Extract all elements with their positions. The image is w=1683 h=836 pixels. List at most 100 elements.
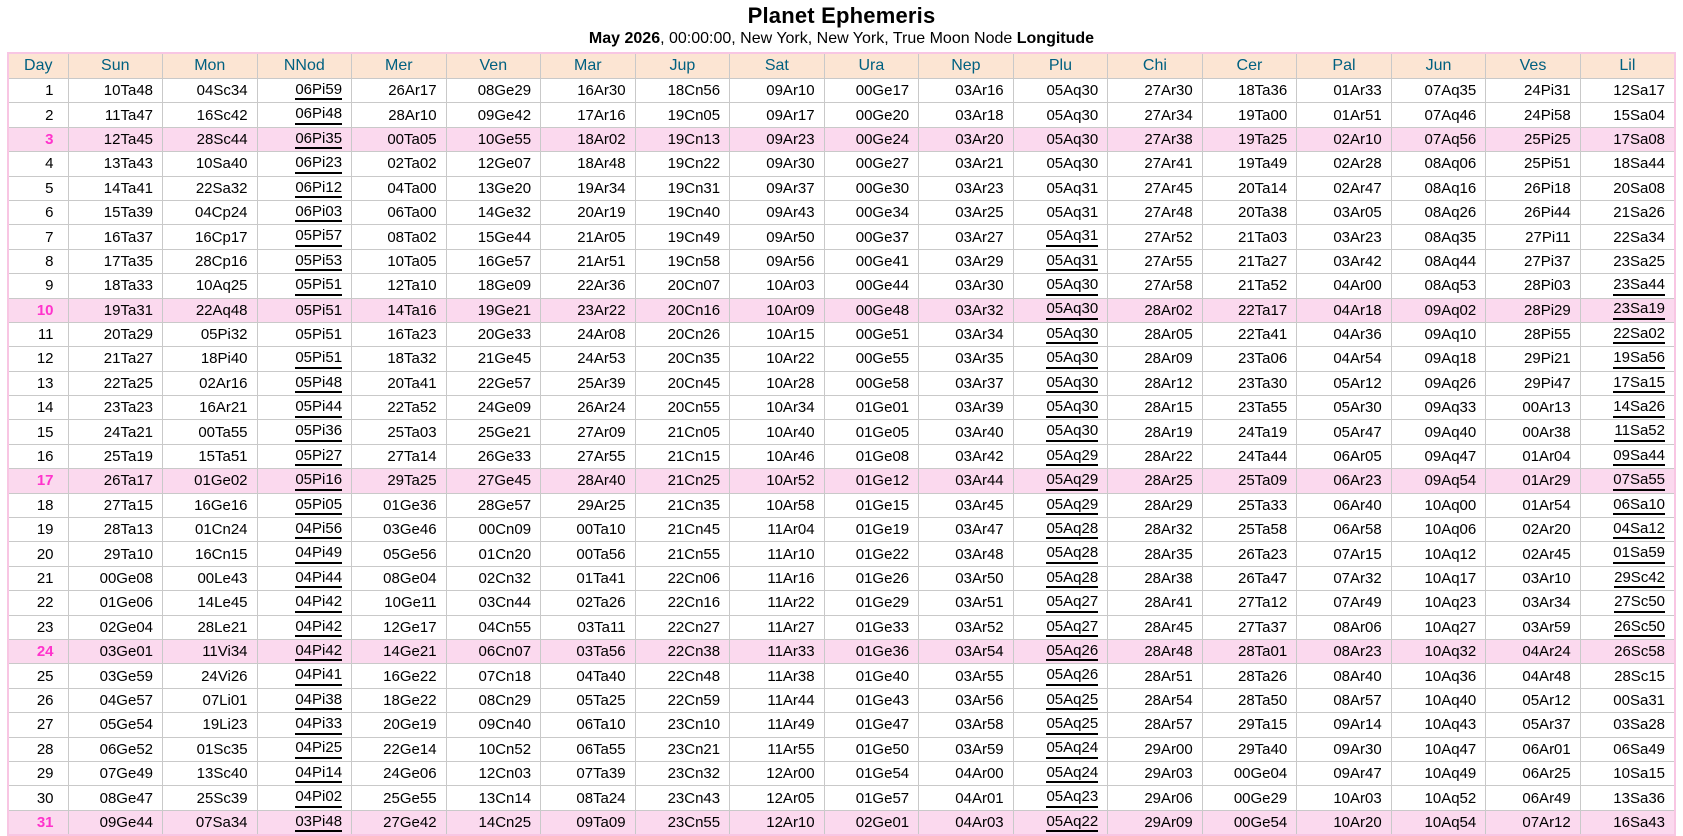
day-cell: 17 [7,468,69,494]
pal-cell: 01Ar51 [1296,102,1392,128]
sun-cell: 29Ta10 [67,541,164,567]
retrograde-value: 04Pi42 [295,594,343,613]
ephemeris-row: 12 21Ta27 18Pi40 05Pi51 18Ta32 21Ge45 24Ar53 20… [7,346,1676,372]
retrograde-value: 04Pi14 [295,764,343,784]
ves-cell: 04Ar48 [1485,663,1581,689]
jup-cell: 23Cn32 [634,760,731,787]
mon-cell: 05Pi32 [162,321,258,348]
retrograde-value: 04Pi25 [295,740,343,759]
retrograde-value: 17Sa15 [1613,374,1665,394]
jun-cell: 09Aq10 [1390,321,1487,348]
pal-cell: 08Ar57 [1296,687,1392,714]
sat-cell: 09Ar10 [729,77,825,104]
ephemeris-row: 31 09Ge44 07Sa34 03Pi48 27Ge42 14Cn25 09Ta09 23… [7,809,1676,836]
mon-cell: 16Cp17 [162,224,258,250]
jun-cell: 10Aq23 [1390,590,1487,616]
jup-cell: 20Cn35 [634,346,731,372]
mar-cell: 07Ta39 [540,760,636,787]
cer-cell: 18Ta36 [1201,77,1298,104]
mon-cell: 28Sc44 [162,126,258,153]
ura-cell: 01Ge43 [823,687,920,714]
nep-cell: 03Ar59 [918,736,1014,762]
cer-cell: 29Ta40 [1201,736,1298,762]
column-header-lil: Lil [1579,52,1676,79]
pal-cell: 08Ar40 [1296,663,1392,689]
mer-cell: 25Ta03 [351,419,447,445]
nnod-cell: 04Pi44 [256,565,353,592]
ura-cell: 00Ge37 [823,224,920,250]
jup-cell: 21Cn15 [634,443,731,470]
nnod-cell: 04Pi56 [256,517,353,543]
mer-cell: 02Ta02 [351,151,447,177]
nnod-cell: 05Pi44 [256,395,353,421]
nep-cell: 03Ar45 [918,492,1014,519]
lil-cell: 22Sa02 [1579,321,1676,348]
cer-cell: 24Ta44 [1201,443,1298,470]
mar-cell: 27Ar09 [540,419,636,445]
pal-cell: 08Ar23 [1296,638,1392,665]
sun-cell: 19Ta31 [67,297,164,323]
ves-cell: 02Ar20 [1485,517,1581,543]
jun-cell: 08Aq44 [1390,248,1487,275]
mer-cell: 08Ta02 [351,224,447,250]
column-header-day: Day [7,52,69,79]
mer-cell: 14Ge21 [351,638,447,665]
pal-cell: 05Ar30 [1296,395,1392,421]
ves-cell: 28Pi29 [1485,297,1581,323]
nnod-cell: 06Pi35 [256,126,353,153]
lil-cell: 01Sa59 [1579,541,1676,567]
mon-cell: 14Le45 [162,590,258,616]
retrograde-value: 05Aq28 [1046,520,1099,540]
mar-cell: 00Ta10 [540,517,636,543]
ven-cell: 25Ge21 [445,419,542,445]
ves-cell: 01Ar29 [1485,468,1581,494]
pal-cell: 07Ar15 [1296,541,1392,567]
nnod-cell: 05Pi36 [256,419,353,445]
ven-cell: 04Cn55 [445,614,542,640]
sun-cell: 26Ta17 [67,468,164,494]
ven-cell: 18Ge09 [445,273,542,299]
ura-cell: 00Ge17 [823,77,920,104]
mer-cell: 27Ge42 [351,809,447,836]
plu-cell: 05Aq24 [1012,736,1109,762]
lil-cell: 14Sa26 [1579,395,1676,421]
day-cell: 1 [7,77,69,104]
day-cell: 15 [7,419,69,445]
sun-cell: 08Ge47 [67,785,164,811]
ves-cell: 00Ar38 [1485,419,1581,445]
column-header-sun: Sun [67,52,164,79]
jun-cell: 10Aq00 [1390,492,1487,519]
jun-cell: 09Aq02 [1390,297,1487,323]
ves-cell: 29Pi21 [1485,346,1581,372]
nep-cell: 03Ar30 [918,273,1014,299]
nep-cell: 03Ar21 [918,151,1014,177]
nnod-cell: 03Pi48 [256,809,353,836]
ven-cell: 02Cn32 [445,565,542,592]
plu-cell: 05Aq30 [1012,77,1109,104]
retrograde-value: 05Aq30 [1046,277,1099,296]
ephemeris-row: 22 01Ge06 14Le45 04Pi42 10Ge11 03Cn44 02Ta26 22… [7,590,1676,616]
ura-cell: 01Ge26 [823,565,920,592]
retrograde-value: 05Pi05 [295,496,343,516]
lil-cell: 27Sc50 [1579,590,1676,616]
day-cell: 21 [7,565,69,592]
cer-cell: 19Ta49 [1201,151,1298,177]
lil-cell: 06Sa10 [1579,492,1676,519]
chi-cell: 27Ar55 [1107,248,1203,275]
nnod-cell: 04Pi02 [256,785,353,811]
sun-cell: 21Ta27 [67,346,164,372]
ves-cell: 28Pi55 [1485,321,1581,348]
mer-cell: 06Ta00 [351,199,447,226]
lil-cell: 18Sa44 [1579,151,1676,177]
sun-cell: 11Ta47 [67,102,164,128]
ephemeris-row: 1 10Ta48 04Sc34 06Pi59 26Ar17 08Ge29 16Ar30 18C… [7,77,1676,104]
jun-cell: 09Aq18 [1390,346,1487,372]
jun-cell: 10Aq17 [1390,565,1487,592]
plu-cell: 05Aq26 [1012,638,1109,665]
mon-cell: 10Sa40 [162,151,258,177]
sat-cell: 09Ar17 [729,102,825,128]
retrograde-value: 22Sa02 [1613,325,1665,345]
ura-cell: 00Ge44 [823,273,920,299]
day-cell: 27 [7,712,69,738]
day-cell: 7 [7,224,69,250]
